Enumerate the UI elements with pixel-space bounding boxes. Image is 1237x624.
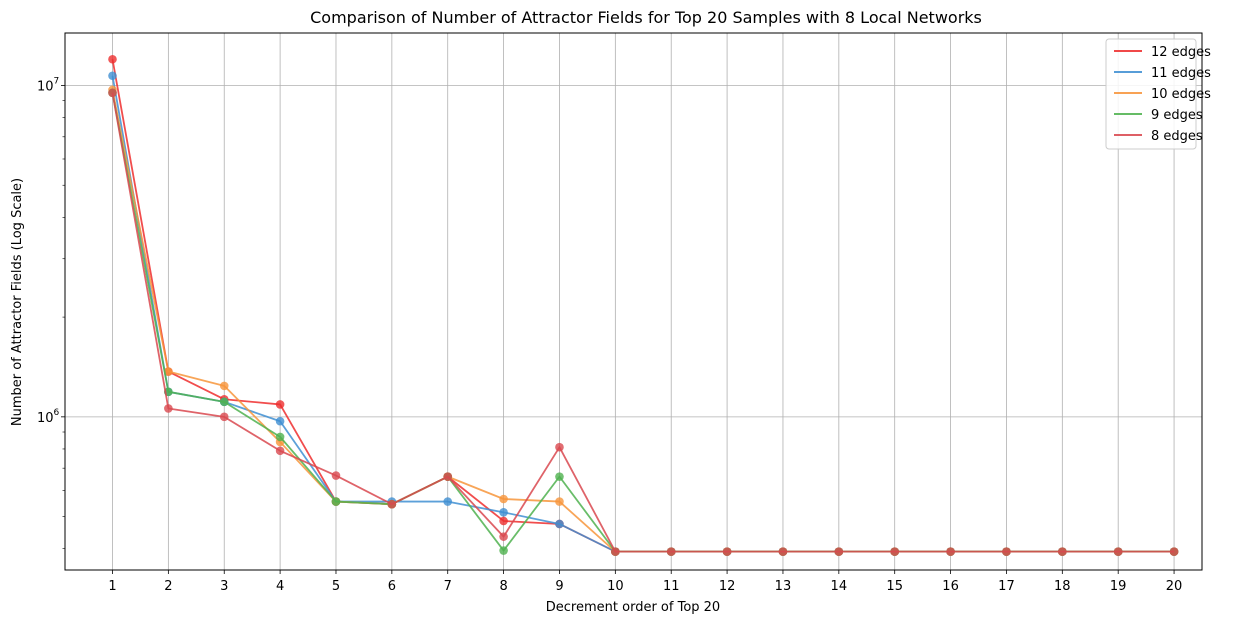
data-point: [108, 71, 117, 81]
data-point: [499, 532, 508, 541]
data-point: [331, 497, 341, 506]
x-tick-label: 13: [775, 579, 792, 594]
x-axis-label: Decrement order of Top 20: [546, 600, 720, 615]
data-point: [499, 546, 508, 555]
data-point: [1058, 547, 1067, 556]
legend-label: 11 edges: [1151, 66, 1211, 81]
data-point: [219, 412, 229, 422]
data-point: [499, 508, 508, 517]
x-tick-label: 11: [663, 579, 680, 594]
data-point: [555, 472, 564, 481]
x-tick-label: 6: [388, 579, 396, 594]
data-point: [555, 519, 564, 529]
x-tick-label: 16: [942, 579, 959, 594]
data-point: [555, 497, 564, 506]
x-tick-label: 10: [607, 579, 624, 594]
data-point: [108, 54, 117, 64]
x-tick-label: 19: [1110, 579, 1127, 594]
x-tick-label: 2: [164, 579, 172, 594]
data-point: [443, 472, 453, 481]
data-point: [275, 400, 285, 409]
x-tick-label: 15: [886, 579, 903, 594]
x-axis-ticks: 1 2 3 4 5 6 7 8 9 10 11 12 13 14 15 16 17 18 19 20: [108, 570, 1182, 594]
data-point: [108, 88, 117, 98]
data-point: [443, 497, 453, 506]
data-point: [946, 547, 955, 556]
y-axis-label: Number of Attractor Fields (Log Scale): [10, 178, 25, 426]
data-point: [611, 547, 620, 556]
series-line: [111, 92, 1175, 553]
data-point: [219, 381, 229, 391]
x-tick-label: 1: [108, 579, 116, 594]
x-tick-label: 7: [444, 579, 452, 594]
x-tick-label: 3: [220, 579, 228, 594]
legend-label: 8 edges: [1151, 129, 1203, 144]
data-point: [499, 494, 508, 504]
data-point: [164, 367, 173, 376]
data-point: [1113, 547, 1123, 556]
chart-title: Comparison of Number of Attractor Fields…: [310, 8, 982, 27]
series-8-edges: [108, 88, 1179, 556]
data-point: [666, 547, 676, 556]
legend-label: 12 edges: [1151, 45, 1211, 60]
data-point: [275, 416, 285, 426]
data-point: [890, 547, 900, 556]
legend: 12 edges 11 edges 10 edges 9 edges 8 edges: [1105, 38, 1211, 150]
data-point: [778, 547, 788, 556]
plot-frame: [64, 32, 1203, 571]
data-point: [499, 516, 508, 526]
x-tick-label: 12: [719, 579, 736, 594]
data-point: [275, 446, 285, 456]
data-point: [219, 397, 229, 407]
x-tick-label: 4: [276, 579, 284, 594]
data-point: [275, 432, 285, 442]
data-point: [331, 471, 341, 480]
data-point: [164, 404, 173, 413]
x-tick-label: 8: [499, 579, 507, 594]
data-point: [834, 547, 844, 556]
x-tick-label: 14: [831, 579, 848, 594]
series-group: [108, 54, 1179, 556]
data-point: [555, 442, 564, 452]
x-tick-label: 9: [555, 579, 563, 594]
data-point: [387, 499, 397, 509]
x-tick-label: 17: [998, 579, 1015, 594]
x-tick-label: 18: [1054, 579, 1071, 594]
data-point: [1169, 547, 1179, 556]
x-tick-label: 5: [332, 579, 340, 594]
data-point: [722, 547, 732, 556]
x-tick-label: 20: [1166, 579, 1183, 594]
legend-box: [1105, 38, 1197, 150]
legend-label: 9 edges: [1151, 108, 1203, 123]
legend-label: 10 edges: [1151, 87, 1211, 102]
data-point: [1002, 547, 1011, 556]
